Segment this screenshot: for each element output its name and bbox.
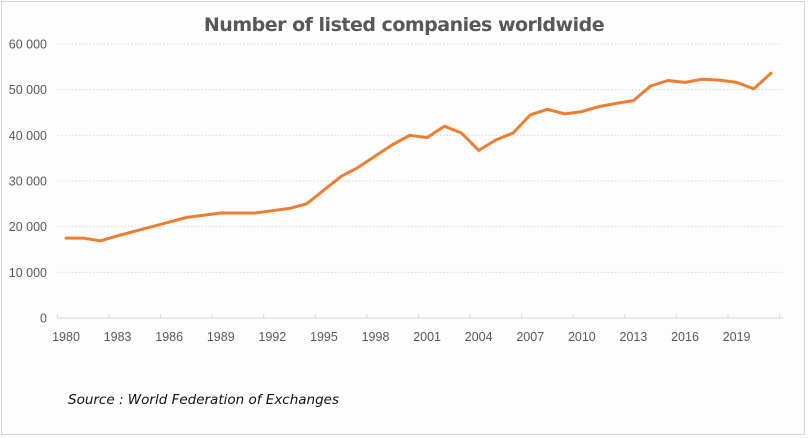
source-note: Source : World Federation of Exchanges	[68, 392, 340, 408]
y-tick-label: 10 000	[9, 266, 47, 280]
x-tick-label: 2007	[516, 330, 544, 344]
x-tick-label: 1980	[52, 330, 80, 344]
x-tick-label: 1995	[310, 330, 338, 344]
x-tick-label: 2010	[568, 330, 596, 344]
y-tick-label: 0	[40, 312, 47, 326]
x-tick-label: 2013	[620, 330, 648, 344]
x-tick-label: 1989	[207, 330, 235, 344]
x-axis: 1980 1983 1986 1989 1992 1995 1998 2001 2004 2007…	[52, 314, 783, 344]
x-tick-label: 2004	[465, 330, 493, 344]
y-tick-label: 60 000	[9, 38, 47, 52]
y-tick-label: 30 000	[9, 175, 47, 189]
series-line	[64, 71, 773, 243]
y-tick-label: 20 000	[9, 220, 47, 234]
chart-title: Number of listed companies worldwide	[203, 14, 605, 36]
y-tick-label: 50 000	[9, 83, 47, 97]
x-tick-label: 2019	[723, 330, 751, 344]
x-tick-label: 1992	[258, 330, 286, 344]
gridlines	[58, 43, 783, 273]
x-tick-label: 1986	[155, 330, 183, 344]
x-tick-label: 2001	[413, 330, 441, 344]
series-group	[64, 71, 773, 243]
y-axis: 0 10 000 20 000 30 000 40 000 50 000 60 000	[9, 38, 47, 326]
y-tick-label: 40 000	[9, 129, 47, 143]
x-tick-label: 1983	[104, 330, 132, 344]
x-tick-label: 2016	[671, 330, 699, 344]
x-tick-label: 1998	[362, 330, 390, 344]
